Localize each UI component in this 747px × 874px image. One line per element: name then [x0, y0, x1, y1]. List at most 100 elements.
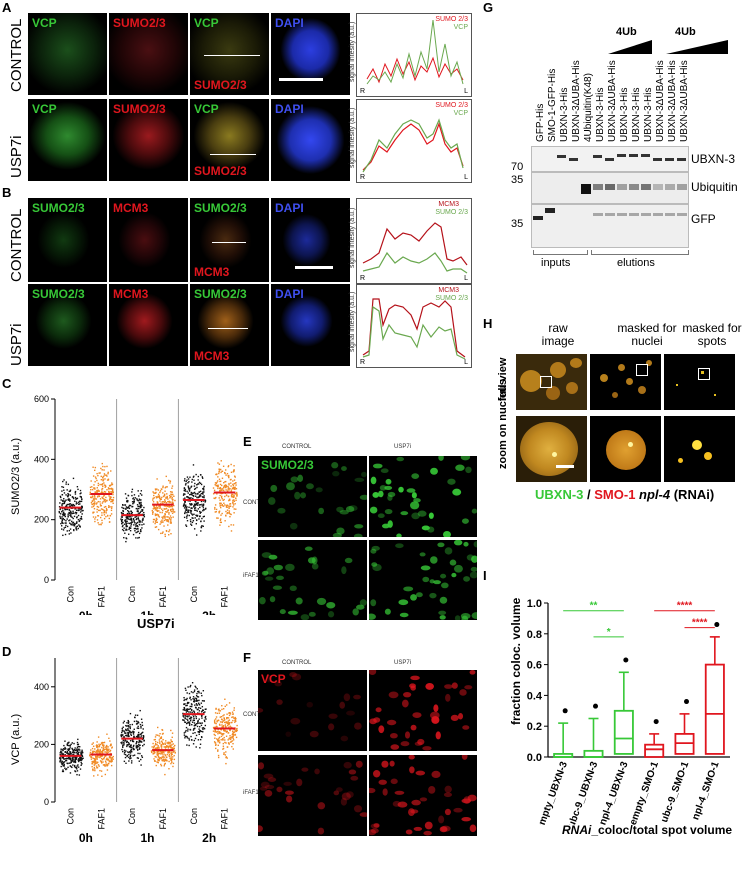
data-point: [64, 751, 66, 754]
data-point: [72, 496, 74, 499]
data-point: [90, 501, 93, 504]
data-point: [186, 710, 189, 712]
data-point: [226, 506, 229, 508]
data-point: [152, 511, 154, 513]
data-point: [131, 491, 133, 493]
data-point: [62, 480, 64, 483]
data-point: [75, 528, 77, 530]
data-point: [223, 736, 225, 739]
data-point: [133, 754, 136, 756]
x-title-italic: RNAi: [562, 823, 592, 837]
data-point: [169, 741, 171, 744]
data-point: [77, 514, 80, 517]
data-point: [65, 522, 67, 524]
data-point: [193, 506, 195, 508]
data-point: [143, 743, 145, 746]
data-point: [127, 522, 129, 524]
data-point: [124, 508, 127, 510]
panel-letter-f: F: [243, 650, 251, 665]
band-gfp: [605, 213, 615, 216]
data-point: [141, 509, 143, 511]
data-point: [185, 509, 188, 512]
data-point: [217, 719, 220, 721]
data-point: [98, 765, 100, 767]
data-point: [200, 492, 203, 495]
cell-nucleus: [438, 815, 445, 824]
data-point: [133, 736, 135, 739]
label-inputs: inputs: [541, 257, 571, 269]
data-point: [172, 762, 175, 765]
h-scale-bar: [556, 465, 574, 468]
data-point: [164, 513, 166, 515]
data-point: [129, 754, 132, 757]
data-point: [224, 495, 226, 498]
data-point: [111, 482, 113, 484]
data-point: [235, 487, 238, 490]
data-point: [141, 731, 144, 734]
data-point: [164, 747, 167, 749]
data-point: [135, 524, 137, 526]
data-point: [231, 493, 233, 496]
data-point: [221, 504, 224, 507]
data-point: [187, 511, 189, 513]
data-point: [59, 495, 62, 498]
sig-red-1: ****: [677, 601, 693, 612]
cell-nucleus: [346, 710, 355, 716]
data-point: [186, 515, 188, 518]
data-point: [184, 484, 187, 486]
data-point: [192, 696, 195, 698]
data-point: [71, 766, 73, 769]
cell-nucleus: [291, 673, 302, 681]
data-point: [170, 762, 172, 765]
data-point: [67, 515, 69, 517]
data-point: [112, 493, 114, 496]
data-point: [225, 474, 227, 476]
data-point: [158, 496, 160, 498]
gel-lane-label: UBXN-3ΔUBA-His: [655, 60, 666, 142]
data-point: [228, 719, 231, 721]
data-point: [185, 525, 188, 527]
data-point: [77, 488, 79, 491]
data-point: [223, 752, 225, 754]
cell-nucleus: [396, 456, 405, 462]
data-point: [92, 769, 94, 772]
data-point: [152, 491, 154, 493]
data-point: [128, 756, 130, 759]
data-point: [190, 493, 192, 496]
data-point: [195, 519, 198, 521]
data-point: [168, 742, 170, 745]
data-point: [134, 527, 137, 530]
data-point: [93, 487, 95, 489]
data-point: [59, 502, 61, 504]
data-point: [196, 712, 199, 714]
cell-nucleus: [341, 466, 347, 471]
field-e-control-control: SUMO2/3: [258, 456, 367, 537]
cell-nucleus: [398, 486, 404, 493]
data-point: [154, 755, 156, 758]
data-point: [232, 494, 234, 496]
data-point: [61, 521, 63, 523]
data-point: [157, 507, 159, 509]
data-point: [140, 528, 142, 531]
data-point: [183, 703, 185, 706]
data-point: [200, 730, 203, 733]
data-point: [163, 519, 166, 522]
data-point: [109, 506, 111, 508]
data-point: [61, 504, 63, 507]
data-point: [196, 725, 199, 728]
data-point: [100, 750, 102, 753]
data-point: [230, 485, 232, 487]
data-point: [198, 699, 200, 702]
data-point: [156, 761, 158, 763]
data-point: [137, 528, 139, 530]
cell-nucleus: [354, 722, 362, 730]
data-point: [136, 757, 139, 759]
data-point: [65, 524, 67, 527]
data-point: [172, 502, 174, 504]
data-point: [79, 517, 82, 520]
data-point: [140, 725, 142, 728]
data-point: [136, 740, 138, 743]
data-point: [225, 485, 228, 488]
data-point: [126, 507, 128, 509]
data-point: [126, 755, 128, 758]
